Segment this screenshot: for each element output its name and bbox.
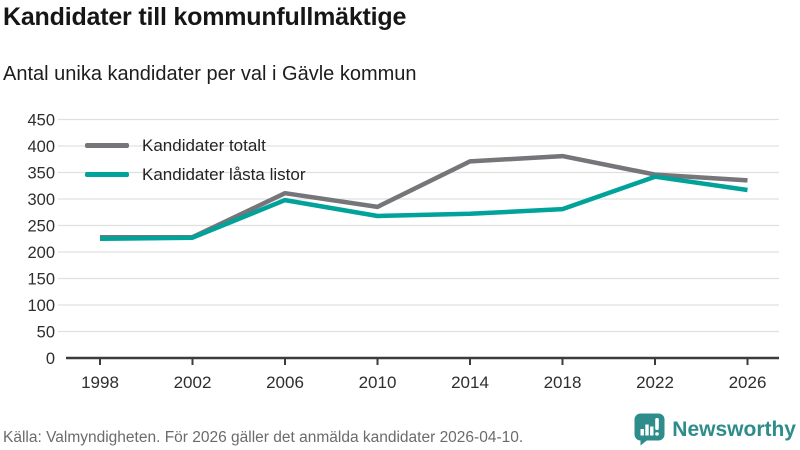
y-tick-label: 250	[27, 218, 55, 236]
legend-item-lasta-listor: Kandidater låsta listor	[85, 164, 305, 184]
page-title: Kandidater till kommunfullmäktige	[3, 3, 407, 31]
y-tick-label: 50	[37, 324, 55, 342]
y-tick-label: 150	[27, 271, 55, 289]
y-tick-label: 450	[27, 112, 55, 130]
y-tick-label: 200	[27, 244, 55, 262]
newsworthy-wordmark: Newsworthy	[672, 417, 796, 441]
source-note: Källa: Valmyndigheten. För 2026 gäller d…	[3, 429, 524, 446]
y-tick-label: 350	[27, 165, 55, 183]
y-tick-label: 400	[27, 138, 55, 156]
x-tick-label: 2006	[266, 373, 304, 392]
x-tick-label: 2026	[729, 373, 767, 392]
x-tick-label: 2002	[174, 373, 212, 392]
legend-label-lasta-listor: Kandidater låsta listor	[142, 164, 306, 184]
y-tick-label: 300	[27, 191, 55, 209]
y-tick-label: 100	[27, 297, 55, 315]
x-tick-label: 2022	[636, 373, 674, 392]
x-tick-label: 2018	[544, 373, 582, 392]
x-tick-label: 2014	[451, 373, 489, 392]
chart-legend: Kandidater totalt Kandidater låsta listo…	[85, 135, 305, 184]
series-line-kandidater-l-sta-listor	[99, 174, 748, 242]
legend-swatch-lasta-listor	[85, 171, 129, 177]
legend-swatch-totalt	[85, 142, 129, 148]
legend-item-totalt: Kandidater totalt	[85, 135, 305, 155]
y-tick-label: 0	[46, 350, 55, 368]
bar-chart-speech-bubble-icon	[634, 413, 665, 446]
page-subtitle: Antal unika kandidater per val i Gävle k…	[3, 63, 417, 85]
legend-label-totalt: Kandidater totalt	[142, 135, 266, 155]
newsworthy-logo: Newsworthy	[634, 413, 796, 446]
x-tick-label: 2010	[359, 373, 397, 392]
x-tick-label: 1998	[81, 373, 119, 392]
